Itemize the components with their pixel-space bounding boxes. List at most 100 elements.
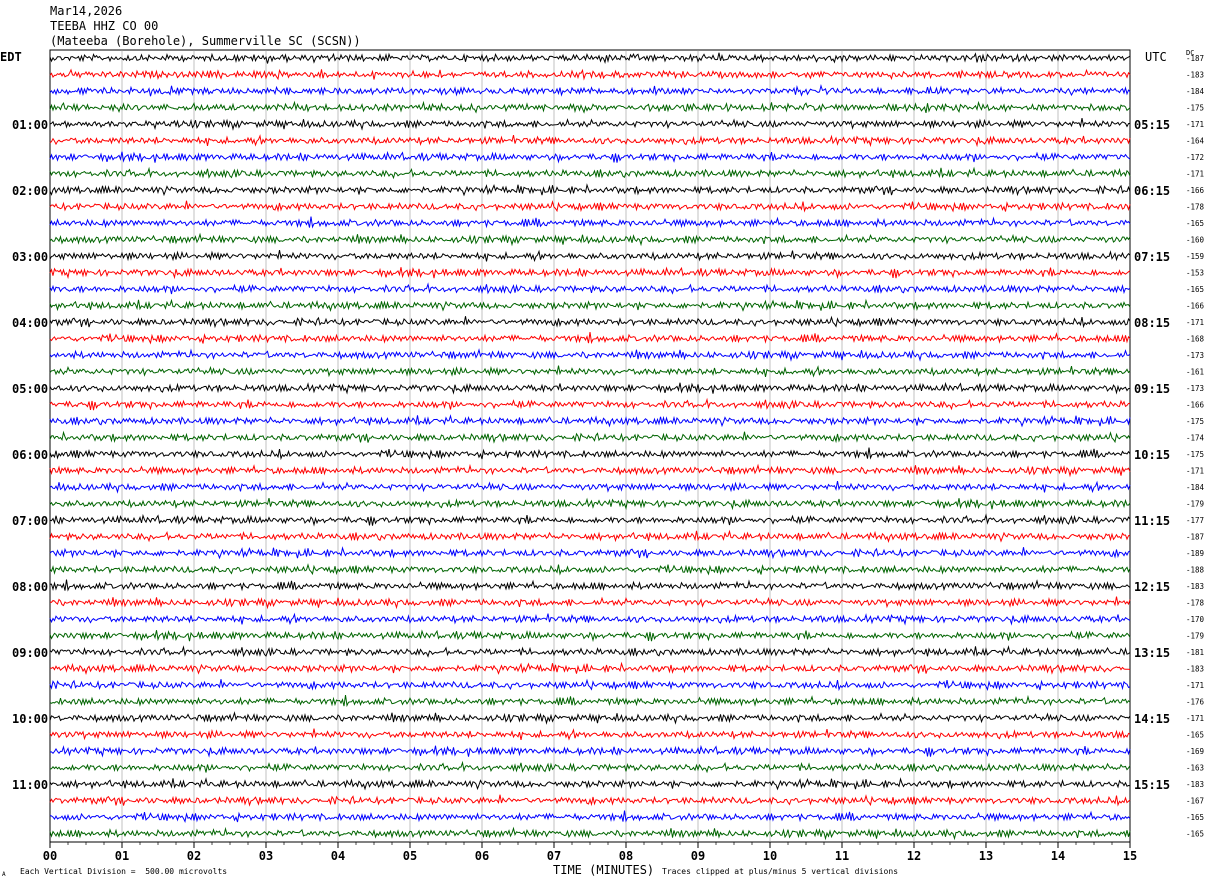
x-tick-label: 02 [187, 849, 201, 863]
dc-offset-label: -176 [1186, 698, 1205, 707]
seismic-trace [49, 52, 1131, 65]
seismic-trace [49, 661, 1131, 675]
seismic-trace [49, 612, 1131, 626]
seismic-trace [49, 83, 1131, 97]
seismic-trace [49, 216, 1131, 229]
dc-offset-label: -183 [1186, 780, 1204, 789]
dc-offset-label: -187 [1186, 54, 1204, 63]
dc-offset-label: -179 [1186, 500, 1204, 509]
seismic-trace [49, 645, 1131, 658]
seismic-trace [49, 563, 1131, 576]
x-tick-label: 01 [115, 849, 129, 863]
left-hour-label: 03:00 [12, 250, 48, 264]
seismic-trace [49, 579, 1131, 592]
seismic-trace [49, 298, 1131, 312]
x-tick-label: 03 [259, 849, 273, 863]
left-hour-label: 11:00 [12, 778, 48, 792]
right-hour-label: 12:15 [1134, 580, 1170, 594]
dc-offset-label: -171 [1186, 714, 1204, 723]
dc-offset-label: -171 [1186, 467, 1204, 476]
seismic-trace [49, 232, 1131, 247]
x-tick-label: 12 [907, 849, 921, 863]
left-hour-label: 09:00 [12, 646, 48, 660]
left-hour-label: 04:00 [12, 316, 48, 330]
dc-offset-label: -167 [1186, 797, 1204, 806]
seismic-trace [49, 381, 1131, 395]
dc-offset-label: -189 [1186, 549, 1204, 558]
x-tick-label: 13 [979, 849, 993, 863]
dc-offset-label: -173 [1186, 351, 1204, 360]
right-timezone-label: UTC [1145, 50, 1167, 64]
dc-offset-label: -171 [1186, 681, 1204, 690]
plot-frame [49, 49, 1131, 843]
x-tick-label: 14 [1051, 849, 1065, 863]
right-hour-label: 09:15 [1134, 382, 1170, 396]
dc-offset-label: -165 [1186, 731, 1204, 740]
seismic-trace [49, 100, 1131, 114]
dc-offset-label: -166 [1186, 186, 1205, 195]
seismic-trace [49, 760, 1131, 774]
seismic-trace [49, 397, 1131, 411]
left-hour-label: 07:00 [12, 514, 48, 528]
plot-date: Mar14,2026 [50, 4, 123, 18]
seismic-trace [49, 711, 1131, 725]
left-hour-label: 10:00 [12, 712, 48, 726]
seismic-trace [49, 150, 1131, 164]
seismic-trace [49, 678, 1131, 692]
right-hour-label: 13:15 [1134, 646, 1170, 660]
x-tick-label: 11 [835, 849, 849, 863]
x-tick-label: 06 [475, 849, 489, 863]
x-tick-label: 05 [403, 849, 417, 863]
seismic-trace [49, 744, 1131, 758]
seismic-trace [49, 200, 1131, 213]
x-axis-label: TIME (MINUTES) [553, 863, 655, 877]
dc-offset-label: -161 [1186, 368, 1204, 377]
x-tick-label: 15 [1123, 849, 1137, 863]
x-tick-label: 10 [763, 849, 777, 863]
dc-offset-label: -188 [1186, 566, 1205, 575]
dc-offset-label: -187 [1186, 533, 1204, 542]
seismic-trace [49, 546, 1131, 560]
dc-offset-label: -172 [1186, 153, 1204, 162]
footer-mark: A [2, 871, 6, 878]
dc-offset-label: -168 [1186, 335, 1205, 344]
dc-offset-label: -171 [1186, 120, 1204, 129]
scale-note: Each Vertical Division = 500.00 microvol… [20, 867, 228, 876]
station-label: (Mateeba (Borehole), Summerville SC (SCS… [50, 34, 361, 48]
seismic-trace [49, 414, 1131, 428]
seismic-trace [49, 348, 1131, 362]
dc-offset-label: -183 [1186, 665, 1204, 674]
seismic-trace [49, 529, 1131, 543]
dc-offset-label: -159 [1186, 252, 1204, 261]
right-hour-label: 08:15 [1134, 316, 1170, 330]
dc-offset-label: -181 [1186, 648, 1204, 657]
seismic-trace [49, 447, 1131, 461]
dc-offset-label: -179 [1186, 632, 1204, 641]
seismic-trace [49, 166, 1131, 180]
dc-offset-label: -160 [1186, 236, 1205, 245]
seismic-trace [49, 249, 1131, 263]
seismic-trace [49, 513, 1131, 527]
dc-offset-label: -183 [1186, 71, 1204, 80]
dc-offset-label: -165 [1186, 813, 1204, 822]
dc-offset-label: -165 [1186, 219, 1204, 228]
left-hour-label: 06:00 [12, 448, 48, 462]
dc-offset-label: -173 [1186, 384, 1204, 393]
dc-offset-label: -184 [1186, 483, 1205, 492]
x-tick-label: 07 [547, 849, 561, 863]
dc-offset-label: -175 [1186, 417, 1204, 426]
right-hour-label: 05:15 [1134, 118, 1170, 132]
seismic-trace [49, 694, 1131, 708]
channel-label: TEEBA HHZ CO 00 [50, 19, 159, 33]
seismic-trace [49, 134, 1131, 148]
seismic-trace [49, 118, 1131, 131]
seismic-trace [49, 332, 1131, 345]
dc-offset-label: -165 [1186, 285, 1204, 294]
x-tick-label: 00 [43, 849, 57, 863]
dc-label: DC [1186, 49, 1195, 57]
seismic-trace [49, 282, 1131, 295]
dc-offset-label: -178 [1186, 599, 1205, 608]
dc-offset-label: -171 [1186, 318, 1204, 327]
right-hour-label: 10:15 [1134, 448, 1170, 462]
right-hour-label: 11:15 [1134, 514, 1170, 528]
